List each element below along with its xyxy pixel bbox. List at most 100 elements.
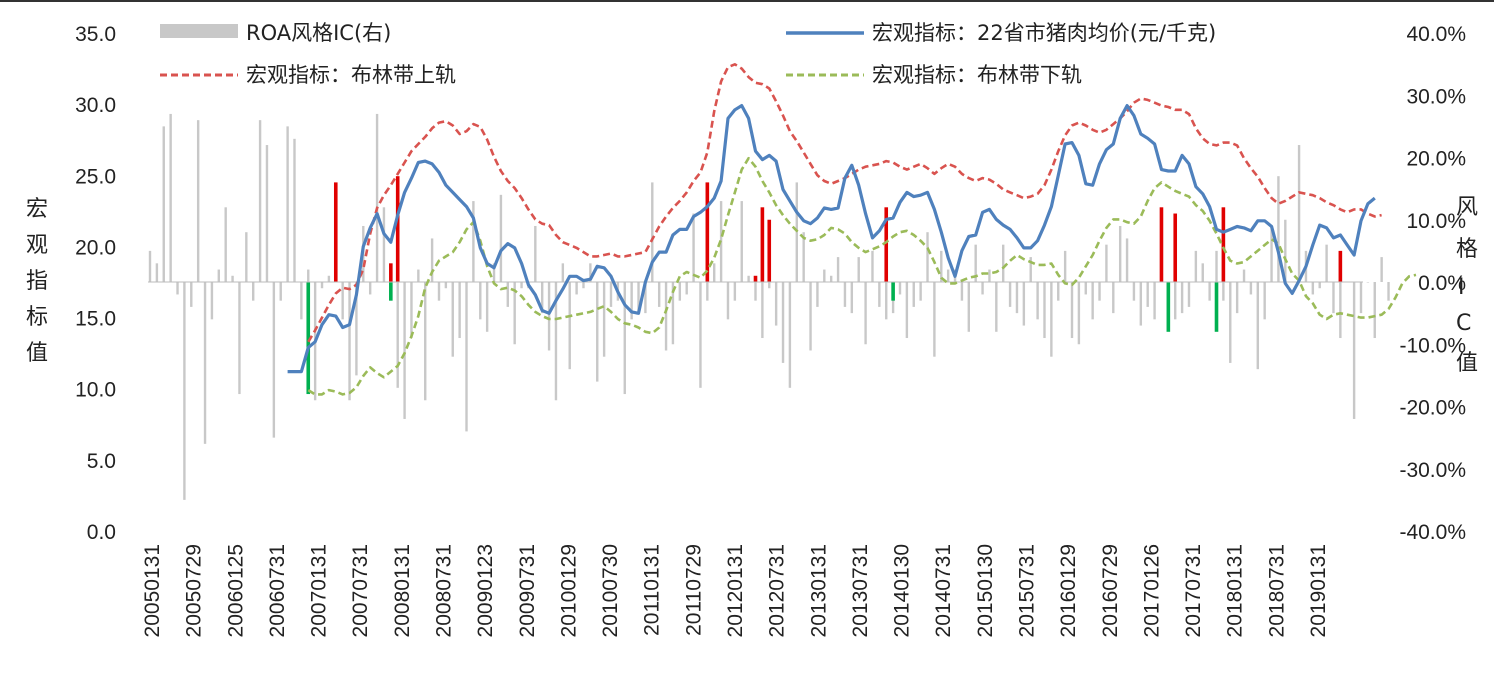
- x-tick-label: 20170126: [1140, 544, 1163, 637]
- sell-signal-mark: [306, 282, 311, 395]
- roa-ic-bar: [210, 282, 214, 320]
- x-tick-label: 20090123: [474, 544, 497, 637]
- roa-ic-bar: [307, 269, 310, 282]
- roa-ic-bar: [1270, 225, 1273, 282]
- roa-ic-bar: [1029, 257, 1032, 282]
- roa-ic-bar: [1132, 282, 1136, 301]
- roa-ic-bar: [898, 282, 902, 295]
- x-tick-label: 20080731: [433, 544, 456, 637]
- roa-ic-bar: [905, 282, 909, 339]
- x-tick-label: 20050729: [183, 544, 206, 637]
- roa-ic-bar: [967, 282, 971, 332]
- right-tick-label: 40.0%: [1406, 23, 1466, 46]
- roa-ic-bar: [155, 263, 159, 282]
- roa-ic-bar: [933, 282, 936, 357]
- series-lines: [287, 63, 1417, 396]
- right-tick-label: -10.0%: [1399, 334, 1466, 357]
- roa-ic-bar: [1063, 250, 1067, 282]
- roa-ic-bar: [410, 282, 413, 339]
- x-tick-label: 20070131: [308, 544, 331, 637]
- roa-ic-bar: [1084, 282, 1087, 295]
- roa-ic-bar: [162, 126, 165, 282]
- buy-signal-mark: [1221, 207, 1226, 282]
- sell-signal-mark: [1166, 282, 1171, 332]
- legend-label-lower: 宏观指标：布林带下轨: [872, 63, 1082, 87]
- x-tick-label: 20130731: [849, 544, 872, 637]
- roa-ic-bar: [678, 282, 682, 301]
- roa-ic-bar: [850, 282, 854, 314]
- roa-ic-bar: [300, 282, 303, 320]
- roa-ic-bar: [1284, 219, 1287, 282]
- roa-ic-bar: [802, 232, 805, 282]
- x-tick-label: 20160729: [1099, 544, 1122, 637]
- roa-ic-bar: [1180, 282, 1184, 314]
- left-axis-title-char: 宏: [26, 197, 48, 222]
- roa-ic-bar: [878, 282, 881, 307]
- roa-ic-bar: [768, 282, 771, 289]
- roa-ic-bar: [754, 282, 757, 301]
- roa-ic-bar: [458, 282, 461, 339]
- roa-ic-bar: [644, 282, 647, 314]
- x-tick-label: 20140130: [891, 544, 914, 637]
- roa-ic-bar: [1070, 282, 1074, 339]
- roa-ic-bar: [630, 282, 633, 320]
- right-axis-title-char: 格: [1456, 237, 1478, 262]
- legend-label-pork: 宏观指标：22省市猪肉均价(元/千克): [872, 21, 1216, 45]
- roa-ic-bar: [368, 282, 372, 295]
- buy-signal-mark: [389, 263, 393, 282]
- roa-ic-bar: [534, 225, 537, 282]
- roa-ic-bar: [809, 282, 812, 351]
- roa-ic-bar: [1187, 282, 1191, 307]
- roa-ic-bar: [981, 282, 984, 295]
- bollinger-lower-line: [307, 156, 1417, 396]
- roa-ic-bar: [238, 282, 241, 395]
- left-axis-title-char: 标: [26, 305, 48, 330]
- roa-ic-bar: [355, 282, 358, 376]
- roa-ic-bar: [224, 207, 227, 282]
- roa-ic-bar: [1311, 282, 1315, 295]
- pork-price-line: [287, 104, 1376, 374]
- roa-ic-bar: [203, 282, 207, 444]
- roa-ic-bar: [637, 282, 640, 314]
- left-tick-label: 25.0: [75, 165, 116, 188]
- roa-ic-bar: [1366, 282, 1370, 283]
- roa-ic-bar: [774, 282, 778, 326]
- left-tick-label: 5.0: [87, 450, 116, 473]
- roa-ic-bar: [568, 282, 571, 370]
- x-tick-label: 20170731: [1182, 544, 1205, 637]
- roa-ic-bar: [1352, 282, 1356, 419]
- roa-ic-bar: [1146, 282, 1149, 307]
- roa-ic-bar: [190, 282, 193, 307]
- left-tick-label: 0.0: [87, 521, 116, 544]
- roa-ic-bar: [1008, 282, 1012, 307]
- roa-ic-bar: [1256, 282, 1259, 370]
- x-tick-label: 20050131: [141, 544, 164, 637]
- x-tick-label: 20090731: [516, 544, 539, 637]
- x-tick-label: 20110131: [641, 544, 664, 636]
- roa-ic-bar: [245, 232, 248, 282]
- roa-ic-bar: [1380, 257, 1383, 282]
- right-tick-label: 0.0%: [1418, 272, 1466, 295]
- roa-ic-bar: [988, 269, 991, 282]
- roa-ic-bar: [196, 120, 200, 283]
- left-axis-title-char: 观: [26, 233, 48, 258]
- roa-ic-bar: [816, 282, 819, 307]
- x-tick-label: 20060125: [224, 544, 247, 637]
- signal-marks: [306, 176, 1343, 395]
- roa-ic-bar: [1022, 282, 1026, 326]
- right-tick-label: 30.0%: [1406, 85, 1466, 108]
- roa-ic-bar: [396, 282, 399, 388]
- roa-ic-bar: [926, 232, 929, 282]
- roa-ic-bar: [995, 282, 998, 332]
- right-tick-label: 10.0%: [1406, 210, 1466, 233]
- roa-ic-bar: [1222, 282, 1225, 301]
- x-tick-label: 20110729: [682, 544, 705, 636]
- right-tick-label: -40.0%: [1399, 521, 1466, 544]
- roa-ic-bar: [265, 145, 269, 282]
- roa-ic-bar: [1387, 282, 1390, 301]
- roa-ic-bar: [1235, 282, 1239, 314]
- roa-ic-bar: [417, 269, 420, 282]
- legend-label-upper: 宏观指标：布林带上轨: [246, 63, 456, 87]
- roa-ic-bar: [472, 201, 475, 282]
- roa-ic-bar: [788, 282, 792, 388]
